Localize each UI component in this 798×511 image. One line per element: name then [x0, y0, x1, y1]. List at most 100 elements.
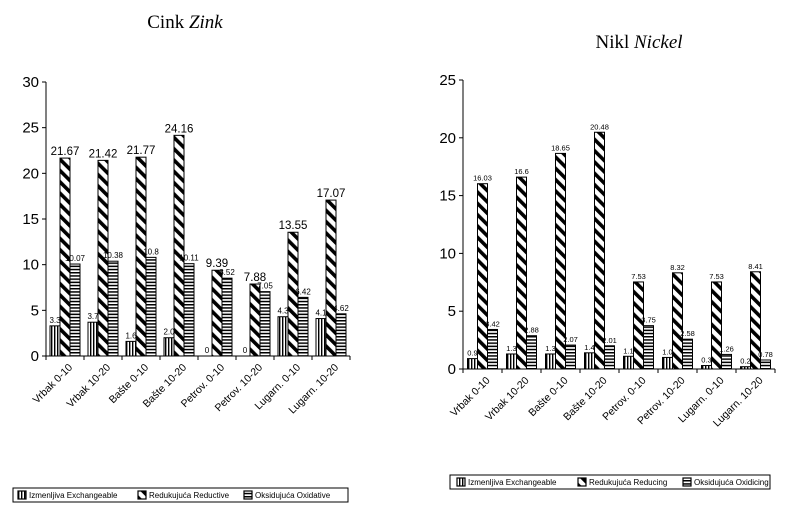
zinc-y-tick-label-25: 25 [22, 120, 39, 137]
zinc-data-label-redukujuca-reductive-1: 21.42 [89, 148, 118, 160]
nickel-legend-label-izmenljiva-exchangeable: Izmenljiva Exchangeable [468, 478, 557, 487]
nickel-legend-label-redukujuca-reducing: Redukujuća Reducing [589, 478, 667, 487]
nickel-data-label-redukujuca-reducing-7: 8.41 [748, 262, 763, 271]
zinc-y-tick-label-20: 20 [22, 165, 39, 182]
nickel-chart-title-italic: Nickel [633, 32, 683, 53]
zinc-data-label-izmenljiva-exchangeable-1: 3.7 [87, 312, 99, 321]
nickel-data-label-redukujuca-reducing-5: 8.32 [670, 263, 685, 272]
zinc-data-label-oksidujuca-oxidative-2: 10.8 [143, 247, 159, 256]
zinc-bar-izmenljiva-exchangeable-3 [163, 337, 175, 357]
zinc-data-label-oksidujuca-oxidative-4: 8.52 [219, 268, 235, 277]
nickel-y-tick-label-5: 5 [448, 303, 456, 320]
zinc-y-tick-label-5: 5 [31, 302, 39, 319]
nickel-data-label-oksidujuca-oxidicing-1: 2.88 [524, 326, 539, 335]
nickel-data-label-izmenljiva-exchangeable-3: 1.4 [584, 343, 594, 352]
zinc-y-tick-label-15: 15 [22, 211, 39, 228]
zinc-legend-label-redukujuca-reductive: Redukujuća Reductive [149, 491, 230, 500]
zinc-chart-title: Cink Zink [147, 12, 223, 33]
zinc-chart: Cink Zink0510152025303.321.6710.07Vrbak … [12, 12, 351, 503]
zinc-bar-redukujuca-reductive-4 [211, 269, 223, 357]
zinc-y-tick-label-0: 0 [31, 348, 39, 365]
zinc-data-label-izmenljiva-exchangeable-6: 4.3 [277, 307, 289, 316]
zinc-data-label-izmenljiva-exchangeable-3: 2.0 [163, 328, 175, 337]
nickel-bar-redukujuca-reducing-5 [672, 272, 683, 370]
zinc-bar-oksidujuca-oxidative-0 [69, 263, 81, 357]
nickel-bar-izmenljiva-exchangeable-0 [467, 358, 478, 370]
nickel-bar-oksidujuca-oxidicing-2 [565, 344, 576, 370]
zinc-data-label-izmenljiva-exchangeable-0: 3.3 [49, 316, 61, 325]
zinc-bar-izmenljiva-exchangeable-1 [87, 321, 99, 357]
nickel-data-label-redukujuca-reducing-1: 16.6 [514, 167, 529, 176]
zinc-legend [12, 487, 349, 503]
nickel-y-tick-label-0: 0 [448, 361, 456, 378]
nickel-y-tick-label-20: 20 [439, 130, 456, 147]
zinc-bar-redukujuca-reductive-0 [59, 157, 71, 357]
zinc-bar-redukujuca-reductive-3 [173, 134, 185, 357]
nickel-bar-izmenljiva-exchangeable-1 [506, 353, 517, 370]
nickel-bar-izmenljiva-exchangeable-6 [701, 365, 712, 370]
zinc-data-label-redukujuca-reductive-2: 21.77 [127, 145, 156, 157]
nickel-data-label-redukujuca-reducing-3: 20.48 [590, 122, 609, 131]
zinc-y-tick-label-30: 30 [22, 74, 39, 91]
nickel-bar-oksidujuca-oxidicing-0 [487, 328, 498, 370]
nickel-bar-redukujuca-reducing-2 [555, 152, 566, 370]
nickel-bar-oksidujuca-oxidicing-5 [682, 338, 693, 370]
zinc-bar-izmenljiva-exchangeable-6 [277, 316, 289, 357]
zinc-bar-oksidujuca-oxidative-2 [145, 256, 157, 357]
zinc-bar-oksidujuca-oxidative-1 [107, 260, 119, 357]
zinc-legend-swatch-izmenljiva-exchangeable [17, 490, 27, 500]
nickel-bar-izmenljiva-exchangeable-3 [584, 352, 595, 370]
zinc-legend-swatch-redukujuca-reductive [137, 490, 147, 500]
nickel-data-label-redukujuca-reducing-0: 16.03 [473, 174, 492, 183]
zinc-data-label-redukujuca-reductive-5: 7.88 [244, 272, 266, 284]
zinc-bar-oksidujuca-oxidative-6 [297, 296, 309, 357]
nickel-bar-redukujuca-reducing-6 [711, 281, 722, 370]
nickel-bar-redukujuca-reducing-7 [750, 271, 761, 370]
nickel-data-label-izmenljiva-exchangeable-5: 1.0 [662, 347, 672, 356]
nickel-bar-oksidujuca-oxidicing-7 [760, 359, 771, 370]
nickel-legend-swatch-redukujuca-reducing [577, 477, 587, 487]
nickel-bar-redukujuca-reducing-0 [477, 183, 488, 370]
zinc-data-label-oksidujuca-oxidative-1: 10.38 [103, 251, 124, 260]
nickel-bar-redukujuca-reducing-3 [594, 131, 605, 370]
nickel-bar-oksidujuca-oxidicing-1 [526, 335, 537, 370]
zinc-data-label-oksidujuca-oxidative-0: 10.07 [65, 254, 86, 263]
zinc-bar-redukujuca-reductive-7 [325, 199, 337, 357]
zinc-data-label-izmenljiva-exchangeable-2: 1.6 [125, 331, 137, 340]
nickel-data-label-oksidujuca-oxidicing-5: 2.58 [680, 329, 695, 338]
nickel-bar-izmenljiva-exchangeable-4 [623, 355, 634, 370]
nickel-bar-izmenljiva-exchangeable-2 [545, 353, 556, 370]
nickel-data-label-izmenljiva-exchangeable-0: 0.9 [467, 349, 477, 358]
zinc-bar-redukujuca-reductive-6 [287, 231, 299, 357]
nickel-data-label-oksidujuca-oxidicing-3: 2.01 [602, 336, 617, 345]
nickel-data-label-izmenljiva-exchangeable-1: 1.3 [506, 344, 516, 353]
nickel-bar-redukujuca-reducing-1 [516, 176, 527, 370]
nickel-data-label-oksidujuca-oxidicing-7: 0.78 [758, 350, 773, 359]
zinc-bar-redukujuca-reductive-2 [135, 156, 147, 357]
zinc-data-label-redukujuca-reductive-7: 17.07 [317, 188, 346, 200]
zinc-data-label-oksidujuca-oxidative-3: 10.11 [179, 254, 199, 263]
zinc-data-label-izmenljiva-exchangeable-7: 4.1 [315, 309, 327, 318]
nickel-legend-label-oksidujuca-oxidicing: Oksidujuća Oxidicing [694, 478, 769, 487]
zinc-bar-izmenljiva-exchangeable-7 [315, 318, 327, 357]
zinc-y-tick-label-10: 10 [22, 257, 39, 274]
zinc-bar-oksidujuca-oxidative-4 [221, 277, 233, 357]
zinc-bar-redukujuca-reductive-5 [249, 283, 261, 357]
zinc-bar-oksidujuca-oxidative-7 [335, 313, 347, 357]
zinc-data-label-oksidujuca-oxidative-5: 7.05 [257, 282, 273, 291]
zinc-data-label-izmenljiva-exchangeable-5: 0 [243, 346, 248, 355]
nickel-data-label-oksidujuca-oxidicing-6: 1.26 [719, 344, 734, 353]
zinc-bar-izmenljiva-exchangeable-2 [125, 340, 137, 357]
nickel-legend-swatch-izmenljiva-exchangeable [456, 477, 466, 487]
nickel-bar-oksidujuca-oxidicing-6 [721, 353, 732, 370]
zinc-bar-oksidujuca-oxidative-5 [259, 291, 271, 357]
zinc-data-label-oksidujuca-oxidative-7: 4.62 [333, 304, 349, 313]
nickel-bar-oksidujuca-oxidicing-4 [643, 325, 654, 370]
nickel-legend-swatch-oksidujuca-oxidicing [682, 477, 692, 487]
nickel-data-label-redukujuca-reducing-6: 7.53 [709, 272, 724, 281]
zinc-bar-izmenljiva-exchangeable-0 [49, 325, 61, 357]
zinc-legend-swatch-oksidujuca-oxidative [243, 490, 253, 500]
nickel-y-tick-label-15: 15 [439, 188, 456, 205]
